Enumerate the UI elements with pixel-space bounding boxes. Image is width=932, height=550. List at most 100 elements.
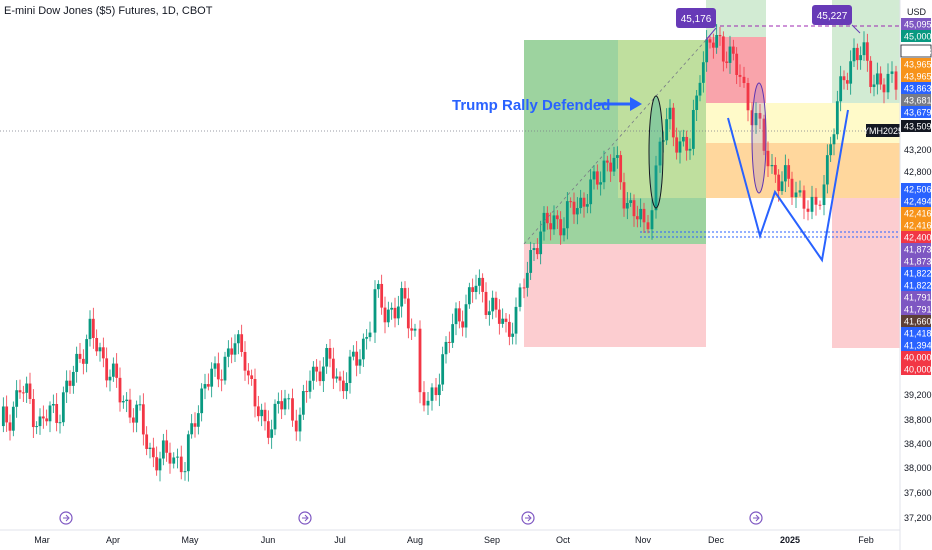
candle-body — [886, 73, 890, 93]
price-tag-label: 41,394 — [904, 341, 932, 351]
candle — [250, 369, 254, 386]
candle-body — [665, 119, 669, 141]
candle — [183, 462, 187, 481]
y-tick-label: 37,600 — [904, 488, 932, 498]
candle — [338, 371, 342, 392]
candle — [380, 274, 384, 315]
candle-body — [413, 328, 417, 331]
candle-body — [311, 366, 315, 381]
candle — [728, 35, 732, 74]
candle-body — [368, 332, 372, 338]
candle — [331, 347, 335, 390]
candle — [75, 346, 79, 383]
candle — [35, 421, 39, 435]
candle — [413, 323, 417, 337]
candle — [754, 102, 758, 134]
candle — [859, 46, 863, 70]
ellipse-oct — [648, 95, 664, 209]
price-tag-box — [901, 207, 931, 219]
candle-body — [38, 416, 42, 427]
candle-body — [35, 426, 39, 428]
price-tag-label: 41,822 — [904, 281, 932, 291]
x-tick-label: Jul — [334, 535, 346, 545]
candle-body — [348, 356, 352, 383]
callout-pointer — [705, 27, 717, 41]
x-tick-label: Oct — [556, 535, 571, 545]
candle — [186, 430, 190, 482]
candle-body — [738, 74, 742, 77]
candle — [646, 214, 650, 234]
candle — [451, 313, 455, 348]
candle — [68, 370, 72, 394]
candle-body — [685, 136, 689, 151]
price-tag-box — [901, 303, 931, 315]
candle — [457, 301, 461, 329]
candle — [806, 200, 810, 221]
price-tag: 41,418 — [901, 327, 932, 339]
candle — [200, 383, 204, 422]
price-tag: 41,822 — [901, 279, 932, 291]
candle — [839, 65, 843, 112]
candle — [629, 192, 633, 207]
candle — [81, 349, 85, 375]
symbol-tag-box — [866, 124, 900, 137]
candle — [190, 414, 194, 439]
w-pattern-line — [727, 109, 849, 263]
candle-body — [746, 83, 750, 111]
candle-body — [186, 434, 190, 472]
candle-body — [128, 399, 132, 418]
candle — [418, 320, 422, 404]
candle — [691, 99, 695, 156]
candle — [38, 408, 42, 435]
candle — [882, 78, 886, 104]
candle — [829, 136, 833, 162]
candle-body — [298, 414, 302, 432]
candle-body — [589, 179, 593, 205]
candle — [236, 330, 240, 355]
candle-body — [504, 318, 508, 322]
candle — [301, 384, 305, 420]
event-marker-icon — [59, 511, 73, 525]
candle-body — [711, 42, 715, 48]
candle-body — [230, 348, 234, 355]
price-tag-box — [901, 18, 931, 30]
price-tag: 45,000 — [901, 30, 932, 42]
candle-body — [426, 400, 430, 406]
candle — [635, 205, 639, 228]
candle-body — [497, 309, 501, 324]
candle-body — [291, 398, 294, 421]
candle — [390, 302, 394, 320]
candle — [780, 171, 784, 195]
candle — [625, 192, 629, 220]
candle-body — [494, 297, 498, 310]
candle — [179, 445, 183, 480]
candle-body — [681, 136, 685, 142]
candle — [403, 281, 407, 304]
price-tag-label: 40,000 — [904, 365, 932, 375]
candle — [145, 426, 149, 456]
candle-body — [376, 283, 380, 290]
candle — [260, 403, 264, 427]
candle — [555, 210, 559, 229]
candle — [501, 308, 505, 328]
candle-body — [437, 384, 441, 396]
price-tag-box — [901, 267, 931, 279]
price-tag-label: 42,506 — [904, 185, 932, 195]
candle-body — [236, 334, 240, 344]
candle-body — [351, 351, 355, 357]
y-tick-label: 37,200 — [904, 513, 932, 523]
candle — [766, 141, 770, 178]
event-marker-arrow — [753, 514, 760, 522]
candle-body — [675, 137, 679, 153]
candle — [168, 442, 172, 474]
candle-body — [51, 403, 55, 406]
candle — [742, 66, 746, 88]
candle-body — [11, 406, 15, 431]
candle — [572, 192, 576, 224]
candle — [599, 171, 603, 196]
candle — [632, 194, 636, 227]
candle — [708, 35, 712, 49]
x-tick-label: Apr — [106, 535, 120, 545]
candle — [280, 390, 284, 420]
